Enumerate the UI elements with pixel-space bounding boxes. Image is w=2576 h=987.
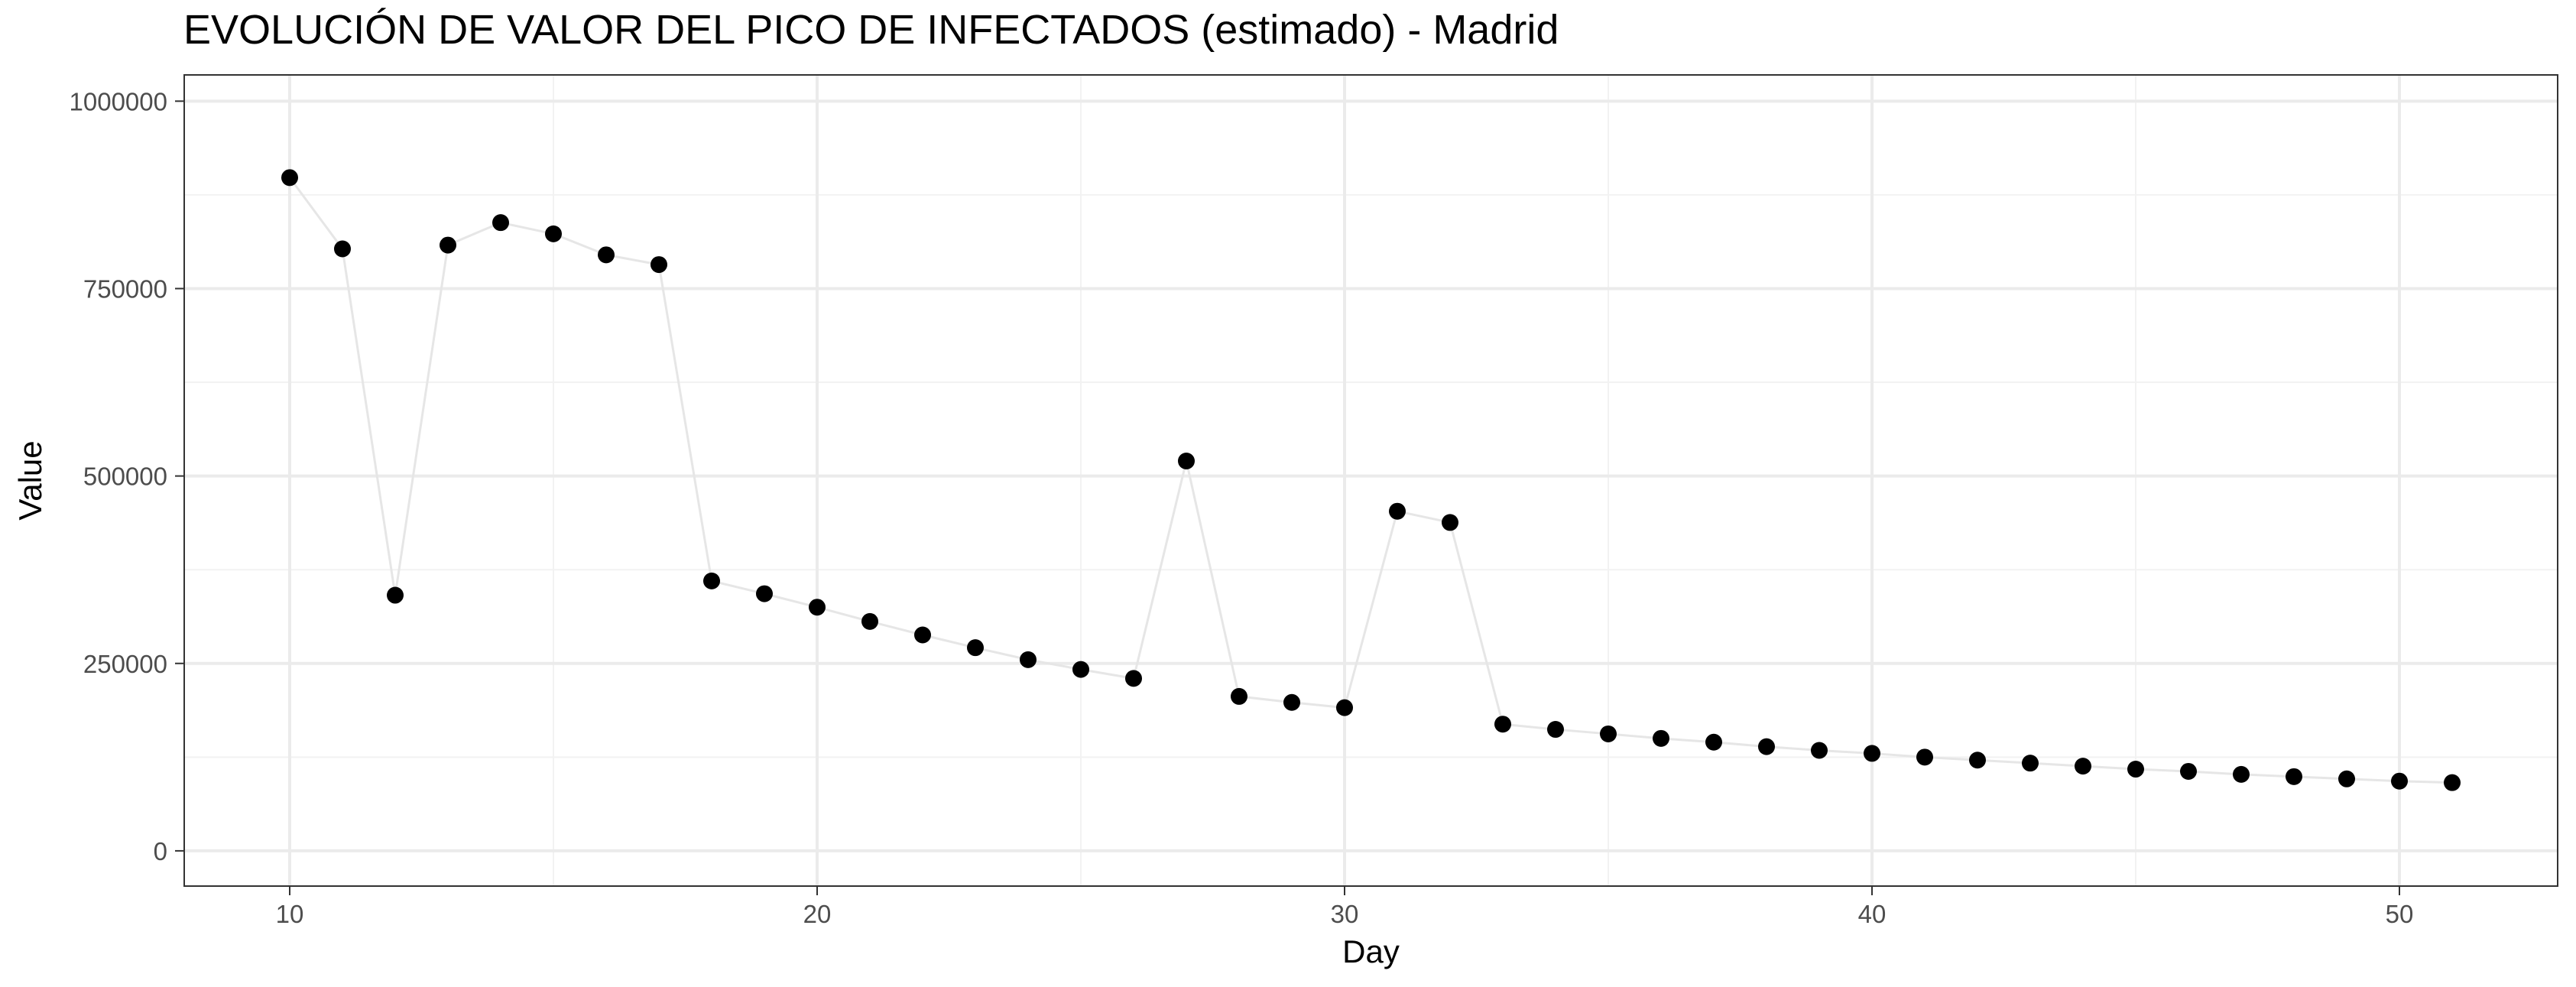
data-point bbox=[809, 599, 826, 616]
data-point bbox=[650, 256, 667, 274]
data-point bbox=[914, 626, 931, 644]
data-point bbox=[1969, 752, 1986, 769]
data-point bbox=[1864, 745, 1880, 762]
series-line bbox=[288, 177, 2453, 784]
data-point bbox=[1178, 453, 1195, 470]
data-point bbox=[703, 572, 720, 589]
data-point bbox=[545, 225, 562, 242]
data-point bbox=[387, 586, 404, 604]
chart-title: EVOLUCIÓN DE VALOR DEL PICO DE INFECTADO… bbox=[183, 7, 1559, 53]
data-point bbox=[492, 214, 509, 232]
data-point bbox=[1442, 514, 1458, 531]
y-tick-label: 250000 bbox=[83, 650, 167, 678]
data-point bbox=[2444, 774, 2461, 791]
data-point bbox=[2391, 772, 2408, 790]
data-point bbox=[967, 639, 984, 657]
data-point bbox=[1547, 721, 1564, 739]
data-point bbox=[2075, 758, 2091, 775]
data-points bbox=[281, 169, 2461, 791]
data-point bbox=[2338, 770, 2355, 787]
data-point bbox=[756, 585, 773, 602]
x-tick-label: 40 bbox=[1858, 900, 1887, 928]
y-tick-label: 750000 bbox=[83, 274, 167, 303]
data-point bbox=[1705, 733, 1722, 751]
data-point bbox=[1020, 651, 1037, 668]
x-tick-label: 30 bbox=[1331, 900, 1359, 928]
x-tick-label: 20 bbox=[803, 900, 832, 928]
data-point bbox=[2022, 755, 2039, 772]
minor-grid bbox=[184, 75, 2558, 886]
data-point bbox=[2180, 762, 2197, 780]
data-point bbox=[281, 169, 298, 187]
data-point bbox=[1758, 738, 1775, 755]
data-point bbox=[334, 240, 351, 258]
major-grid bbox=[184, 75, 2558, 886]
data-point bbox=[1125, 670, 1142, 687]
y-axis-title: Value bbox=[12, 440, 48, 520]
data-point bbox=[1389, 502, 1406, 520]
data-point bbox=[2286, 768, 2302, 785]
y-tick-label: 0 bbox=[154, 837, 167, 865]
data-point bbox=[1231, 687, 1247, 705]
data-point bbox=[440, 236, 456, 254]
data-point bbox=[1336, 699, 1353, 716]
data-point bbox=[2233, 765, 2250, 783]
x-axis: 10 20 30 40 50 bbox=[276, 886, 2414, 928]
data-point bbox=[1283, 693, 1300, 711]
data-point bbox=[1916, 748, 1933, 766]
data-point bbox=[598, 246, 615, 264]
data-point bbox=[1494, 716, 1511, 733]
x-tick-label: 50 bbox=[2386, 900, 2414, 928]
plot-panel-border bbox=[183, 74, 2558, 887]
data-point bbox=[1811, 742, 1828, 759]
data-point bbox=[1600, 725, 1617, 742]
data-point bbox=[1653, 729, 1669, 747]
y-tick-label: 500000 bbox=[83, 463, 167, 491]
x-tick-label: 10 bbox=[276, 900, 304, 928]
y-tick-label: 1000000 bbox=[70, 87, 167, 115]
data-point bbox=[1072, 661, 1089, 678]
series-line-group bbox=[288, 177, 2453, 784]
y-axis: 0 250000 500000 750000 1000000 bbox=[70, 87, 184, 865]
data-point bbox=[861, 612, 878, 630]
data-point bbox=[2127, 761, 2144, 778]
x-axis-title: Day bbox=[1342, 933, 1400, 969]
